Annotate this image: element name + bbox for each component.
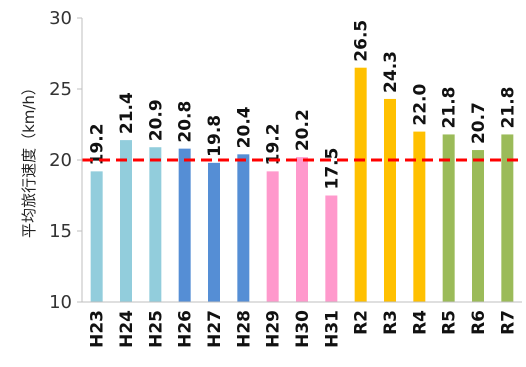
bar <box>237 154 250 302</box>
category-labels: H23 H24 H25 H26 H27 H28 H29 H30 H31 R2 R3 R4 R5 R6 R7 <box>88 310 519 348</box>
bar-value-label: 17.5 <box>322 148 342 190</box>
bar-value-label: 19.2 <box>264 123 284 165</box>
bar-value-label: 20.7 <box>469 102 489 144</box>
category-label: H30 <box>293 310 313 348</box>
y-tick-label: 20 <box>49 150 72 171</box>
category-label: H24 <box>117 310 137 348</box>
category-label: H29 <box>264 310 284 348</box>
category-label: R5 <box>440 310 460 335</box>
bar <box>266 171 279 302</box>
bar <box>120 140 132 302</box>
category-label: H31 <box>322 310 342 348</box>
bar-value-label: 22.0 <box>410 83 430 125</box>
category-label: H27 <box>205 310 225 348</box>
bar <box>178 148 191 302</box>
bar <box>208 162 220 302</box>
bar-value-label: 19.8 <box>205 115 225 157</box>
bar <box>296 157 308 302</box>
bar-value-label: 21.4 <box>117 92 137 134</box>
category-label: H28 <box>234 310 254 348</box>
y-axis-label: 平均旅行速度（km/h） <box>20 80 38 238</box>
category-label: R3 <box>381 310 401 335</box>
y-axis-ticks: 10 15 20 25 30 <box>49 8 82 313</box>
category-label: R2 <box>352 310 372 335</box>
category-label: H26 <box>176 310 196 348</box>
category-label: R4 <box>410 310 430 335</box>
bar-value-label: 20.9 <box>146 99 166 141</box>
bar-value-label: 20.4 <box>234 106 254 148</box>
y-tick-label: 25 <box>49 79 72 100</box>
category-label: R6 <box>469 310 489 335</box>
bars <box>90 67 514 302</box>
bar-value-label: 21.8 <box>498 86 518 128</box>
bar <box>384 98 396 302</box>
bar <box>413 131 426 302</box>
category-label: H25 <box>146 310 166 348</box>
bar-value-label: 20.8 <box>176 101 196 143</box>
category-label: R7 <box>498 310 518 335</box>
data-labels: 19.2 21.4 20.9 20.8 19.8 20.4 19.2 20.2 17.5 26.5… <box>88 20 519 190</box>
y-tick-label: 15 <box>49 221 72 242</box>
category-label: H23 <box>88 310 108 348</box>
y-tick-label: 30 <box>49 8 72 29</box>
bar <box>354 67 367 302</box>
bar-value-label: 21.8 <box>440 86 460 128</box>
bar-value-label: 19.2 <box>88 123 108 165</box>
bar-value-label: 24.3 <box>381 51 401 93</box>
y-tick-label: 10 <box>49 292 72 313</box>
bar <box>149 147 162 302</box>
bar <box>442 134 455 302</box>
bar-value-label: 26.5 <box>352 20 372 62</box>
bar <box>501 134 514 302</box>
bar <box>90 171 103 302</box>
bar <box>325 195 338 302</box>
bar-value-label: 20.2 <box>293 109 313 151</box>
bar <box>472 150 484 302</box>
